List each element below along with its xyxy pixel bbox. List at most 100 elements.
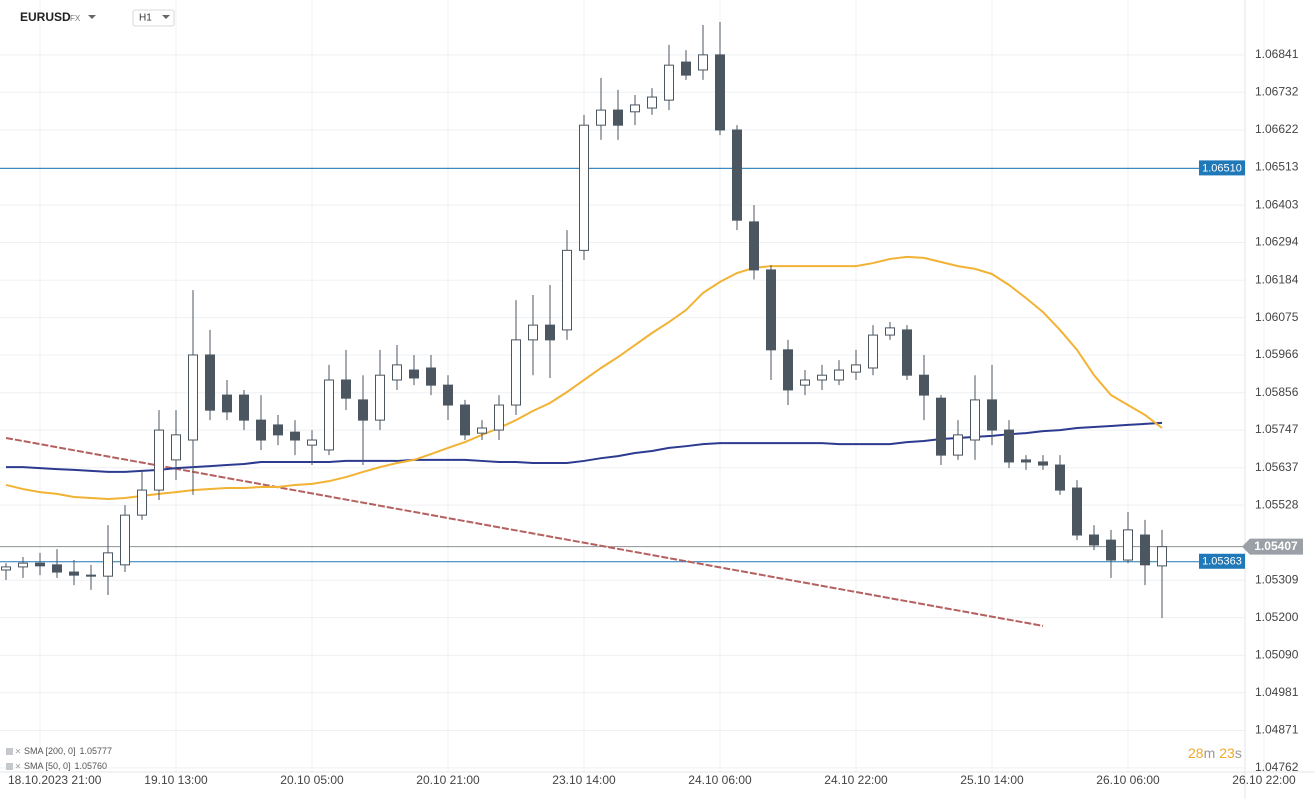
candle-body (953, 434, 963, 456)
candle-body (409, 369, 419, 379)
y-tick-label: 1.06732 (1255, 84, 1299, 98)
y-tick-label: 1.05747 (1255, 422, 1299, 436)
y-tick-label: 1.05090 (1255, 648, 1299, 662)
candle-body (800, 379, 810, 386)
x-tick-label: 20.10 05:00 (280, 773, 344, 787)
y-tick-label: 1.04871 (1255, 723, 1299, 737)
trend-line (5, 436, 1044, 627)
candle-body (1004, 429, 1014, 463)
candle-body (681, 61, 691, 76)
candle-body (664, 64, 674, 101)
x-tick-label: 18.10.2023 21:00 (8, 773, 102, 787)
y-tick-label: 1.06075 (1255, 310, 1299, 324)
candle-body (103, 552, 113, 577)
y-tick-label: 1.06184 (1255, 272, 1299, 286)
timeframe[interactable]: H1 (139, 13, 152, 24)
x-tick-label: 24.10 22:00 (824, 773, 888, 787)
last-price-label: 1.05407 (1254, 539, 1298, 553)
candle-body (545, 324, 555, 341)
candle-body (290, 431, 300, 441)
candle-body (120, 514, 130, 566)
candle-body (324, 379, 334, 451)
candle-body (341, 379, 351, 399)
y-tick-label: 1.05200 (1255, 610, 1299, 624)
legend-close: × (15, 762, 21, 773)
y-tick-label: 1.04981 (1255, 685, 1299, 699)
timer: 28m 23s (1188, 745, 1242, 761)
candle-body (35, 562, 45, 567)
timeframe-dropdown[interactable] (162, 15, 170, 19)
x-tick-label: 23.10 14:00 (552, 773, 616, 787)
x-tick-label: 24.10 06:00 (688, 773, 752, 787)
timer-seconds: 23 (1219, 745, 1235, 761)
candle-body (749, 221, 759, 271)
x-tick-label: 19.10 13:00 (144, 773, 208, 787)
candle-body (256, 419, 266, 441)
candle-body (834, 369, 844, 381)
candle-body (1123, 529, 1133, 561)
x-tick-label: 26.10 06:00 (1096, 773, 1160, 787)
candle-body (1038, 461, 1048, 466)
candle-body (188, 354, 198, 441)
candle-body (273, 424, 283, 436)
symbol-dropdown[interactable] (88, 15, 96, 19)
candle-body (1140, 534, 1150, 566)
candle-body (698, 54, 708, 71)
candle-body (596, 109, 606, 126)
candle-body (86, 574, 96, 577)
candle-body (528, 324, 538, 341)
candle-body (154, 429, 164, 491)
legend-icon (6, 748, 13, 755)
legend-entry: SMA [50, 0] 1.05760 (24, 761, 107, 771)
candle-body (647, 96, 657, 109)
candle-body (1055, 464, 1065, 491)
x-tick-label: 25.10 14:00 (960, 773, 1024, 787)
candle-body (358, 399, 368, 421)
legend-value: 1.05777 (80, 746, 113, 756)
price-level-tag (1199, 553, 1245, 569)
price-level-tag (1199, 160, 1245, 176)
price-level-label: 1.06510 (1202, 162, 1242, 174)
market: FX (70, 14, 81, 23)
candle-body (868, 334, 878, 369)
legend-name: SMA [50, 0] (24, 761, 71, 771)
candle-body (1, 566, 11, 571)
y-tick-label: 1.05637 (1255, 460, 1299, 474)
timer-minutes: 28 (1188, 745, 1204, 761)
candle-body (987, 399, 997, 431)
plot-area (0, 21, 1245, 627)
y-tick-label: 1.06622 (1255, 122, 1299, 136)
sma-line (6, 421, 1163, 473)
timeframe-box[interactable] (132, 9, 175, 27)
candle-body (1106, 539, 1116, 561)
timer-minutes-unit: m (1204, 745, 1216, 761)
candle-body (783, 349, 793, 391)
candle-body (1089, 534, 1099, 546)
candle-body (511, 339, 521, 406)
y-tick-label: 1.06294 (1255, 235, 1299, 249)
legend-entry: SMA [200, 0] 1.05777 (24, 746, 112, 756)
legend-value: 1.05760 (75, 761, 108, 771)
grid (0, 0, 1265, 772)
y-tick-label: 1.06841 (1255, 47, 1299, 61)
candle-body (919, 374, 929, 396)
symbol[interactable]: EURUSD (20, 10, 71, 24)
candle-body (613, 109, 623, 126)
candle-body (630, 104, 640, 113)
candle-body (817, 374, 827, 381)
sma-line (5, 255, 1163, 501)
candle-body (307, 439, 317, 446)
candle-body (18, 562, 28, 568)
y-tick-label: 1.05309 (1255, 572, 1299, 586)
y-tick-label: 1.06513 (1255, 160, 1299, 174)
candle-body (1157, 546, 1167, 567)
candle-body (1072, 487, 1082, 536)
candle-body (239, 394, 249, 421)
candle-body (766, 269, 776, 351)
candle-body (936, 397, 946, 456)
y-tick-label: 1.04762 (1255, 760, 1299, 774)
candle-body (171, 434, 181, 461)
x-tick-label: 20.10 21:00 (416, 773, 480, 787)
